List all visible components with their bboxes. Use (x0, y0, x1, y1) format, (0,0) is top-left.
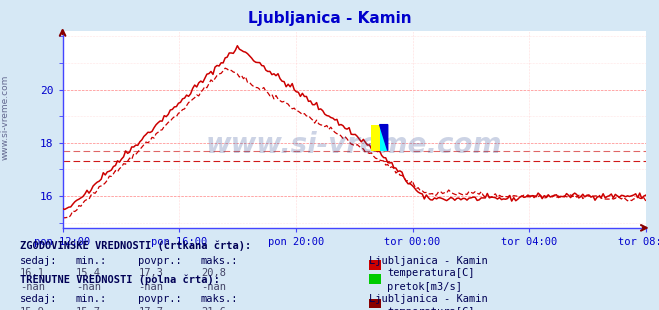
Text: min.:: min.: (76, 256, 107, 266)
Text: Ljubljanica - Kamin: Ljubljanica - Kamin (248, 11, 411, 26)
Text: Ljubljanica - Kamin: Ljubljanica - Kamin (369, 294, 488, 304)
Text: temperatura[C]: temperatura[C] (387, 268, 475, 278)
Text: povpr.:: povpr.: (138, 256, 182, 266)
Bar (380, 125, 387, 151)
Text: min.:: min.: (76, 294, 107, 304)
Text: ZGODOVINSKE VREDNOSTI (črtkana črta):: ZGODOVINSKE VREDNOSTI (črtkana črta): (20, 240, 251, 251)
Text: 15,7: 15,7 (76, 307, 101, 310)
Text: -nan: -nan (20, 282, 45, 292)
Text: 15,4: 15,4 (76, 268, 101, 278)
Text: sedaj:: sedaj: (20, 256, 57, 266)
Text: TRENUTNE VREDNOSTI (polna črta):: TRENUTNE VREDNOSTI (polna črta): (20, 275, 219, 285)
Text: -nan: -nan (201, 282, 226, 292)
Text: www.si-vreme.com: www.si-vreme.com (1, 75, 10, 161)
Text: 17,7: 17,7 (138, 307, 163, 310)
Text: pretok[m3/s]: pretok[m3/s] (387, 282, 463, 292)
Text: -nan: -nan (76, 282, 101, 292)
Bar (372, 125, 380, 151)
Text: -nan: -nan (138, 282, 163, 292)
Text: Ljubljanica - Kamin: Ljubljanica - Kamin (369, 256, 488, 266)
Text: maks.:: maks.: (201, 256, 239, 266)
Text: 16,1: 16,1 (20, 268, 45, 278)
Text: 20,8: 20,8 (201, 268, 226, 278)
Text: 15,9: 15,9 (20, 307, 45, 310)
Text: www.si-vreme.com: www.si-vreme.com (206, 131, 502, 159)
Text: 17,3: 17,3 (138, 268, 163, 278)
Polygon shape (380, 125, 387, 151)
Text: temperatura[C]: temperatura[C] (387, 307, 475, 310)
Text: maks.:: maks.: (201, 294, 239, 304)
Text: sedaj:: sedaj: (20, 294, 57, 304)
Text: povpr.:: povpr.: (138, 294, 182, 304)
Text: 21,6: 21,6 (201, 307, 226, 310)
